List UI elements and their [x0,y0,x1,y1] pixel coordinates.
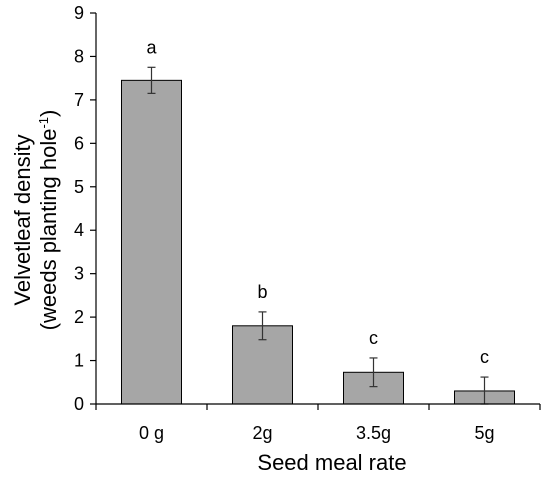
significance-label: a [146,37,157,57]
significance-label: c [369,328,378,348]
significance-labels: a b c c [146,37,489,367]
bars [121,79,515,405]
x-axis-title: Seed meal rate [257,450,406,475]
error-bar [147,66,156,94]
y-ticks [90,12,96,405]
x-tick-label: 0 g [139,423,164,443]
y-tick-label: 5 [74,177,84,197]
y-tick-label: 9 [74,3,84,23]
error-bar [258,311,267,341]
y-axis-title: Velvetleaf density (weeds planting hole-… [10,110,61,331]
error-bar [369,357,378,388]
y-tick-label: 3 [74,264,84,284]
bar [121,79,182,405]
y-tick-label: 6 [74,133,84,153]
significance-label: c [480,347,489,367]
y-tick-label: 7 [74,90,84,110]
y-axis-title-line2: (weeds planting hole-1) [36,110,61,331]
y-axis-title-line1: Velvetleaf density [10,134,35,305]
y-tick-label: 0 [74,394,84,414]
y-tick-label: 2 [74,307,84,327]
x-tick-labels: 0 g 2g 3.5g 5g [139,423,495,443]
x-tick-label: 5g [474,423,494,443]
x-ticks [95,404,541,410]
y-tick-labels: 0 1 2 3 4 5 6 7 8 9 [74,3,84,414]
y-tick-label: 1 [74,351,84,371]
x-tick-label: 3.5g [356,423,391,443]
error-bars [147,66,489,405]
significance-label: b [257,282,267,302]
x-tick-label: 2g [252,423,272,443]
y-tick-label: 4 [74,220,84,240]
y-tick-label: 8 [74,46,84,66]
